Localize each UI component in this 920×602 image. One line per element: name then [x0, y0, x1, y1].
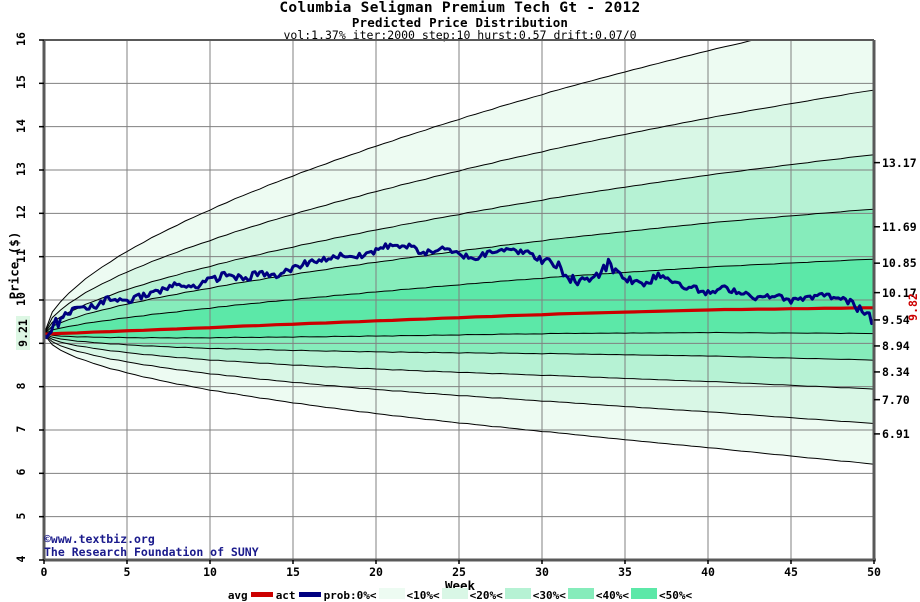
- legend-avg-label: avg: [227, 588, 248, 602]
- chart-subtitle: Predicted Price Distribution: [351, 15, 569, 31]
- right-axis-label: 11.69: [882, 219, 917, 234]
- legend-prob-label: prob:0%<: [323, 588, 377, 602]
- legend-band-label: <40%<: [595, 589, 630, 602]
- chart-parameters: vol:1.37% iter:2000 step:10 hurst:0.57 d…: [283, 28, 637, 43]
- right-axis-label: 13.17: [882, 155, 917, 170]
- right-axis-label: 10.85: [882, 256, 917, 271]
- chart-header: Columbia Seligman Premium Tech Gt - 2012…: [0, 0, 920, 43]
- y-axis-tick: 15: [14, 75, 28, 90]
- y-axis-tick: 16: [14, 32, 28, 46]
- legend-band-entries: <10%< <20%< <30%< <40%< <50%<: [378, 588, 694, 602]
- y-axis-tick: 13: [14, 162, 28, 176]
- x-axis-tick: 20: [369, 565, 383, 579]
- right-axis-label: 8.34: [882, 364, 910, 379]
- copyright-line-2: The Research Foundation of SUNY: [44, 545, 259, 559]
- right-axis-label: 9.54: [882, 312, 910, 327]
- y-axis-tick: 8: [14, 382, 28, 390]
- legend-band-label: <10%<: [406, 589, 440, 602]
- legend-swatch: [378, 588, 405, 599]
- legend-swatch: [441, 588, 468, 599]
- legend-act-line: [298, 592, 321, 597]
- y-axis-tick: 12: [14, 205, 28, 220]
- right-axis-label: 8.94: [882, 338, 910, 353]
- y-axis-tick: 10: [14, 292, 28, 306]
- x-axis-tick: 10: [203, 565, 217, 579]
- legend-band-label: <50%<: [659, 589, 693, 602]
- legend-avg-line: [250, 592, 273, 597]
- x-axis-tick: 30: [535, 565, 549, 579]
- x-axis-tick: 45: [784, 565, 798, 579]
- x-axis-tick: 50: [867, 565, 881, 579]
- legend-swatch: [567, 588, 594, 599]
- chart-legend: avg act prob:0%< <10%< <20%< <30%< <40%< <50…: [0, 588, 920, 602]
- legend-band-label: <30%<: [532, 589, 566, 602]
- final-average-label: 9.82: [906, 292, 920, 321]
- legend-band-label: <20%<: [469, 589, 503, 602]
- y-axis-tick: 14: [14, 118, 28, 133]
- x-axis-tick: 40: [701, 565, 715, 579]
- x-axis-tick: 15: [286, 565, 300, 579]
- y-axis-tick: 6: [14, 468, 28, 476]
- y-axis-tick: 7: [14, 425, 28, 433]
- x-axis-tick: 35: [618, 565, 632, 579]
- x-axis-tick: 5: [123, 565, 131, 579]
- legend-swatch: [504, 588, 531, 599]
- right-axis-label: 10.17: [882, 285, 917, 300]
- legend-act-label: act: [275, 588, 296, 602]
- y-axis-tick: 5: [14, 512, 28, 520]
- right-axis-label: 7.70: [882, 392, 910, 407]
- y-axis-tick: 11: [14, 248, 28, 263]
- x-axis-tick: 25: [452, 565, 466, 579]
- right-axis-label: 6.91: [882, 426, 910, 441]
- copyright-line-1: ©www.textbiz.org: [44, 532, 155, 546]
- x-axis-tick: 0: [40, 565, 48, 579]
- legend-swatch: [631, 588, 658, 599]
- chart-title: Columbia Seligman Premium Tech Gt - 2012: [279, 0, 641, 16]
- start-price-label: 9.21: [16, 316, 30, 351]
